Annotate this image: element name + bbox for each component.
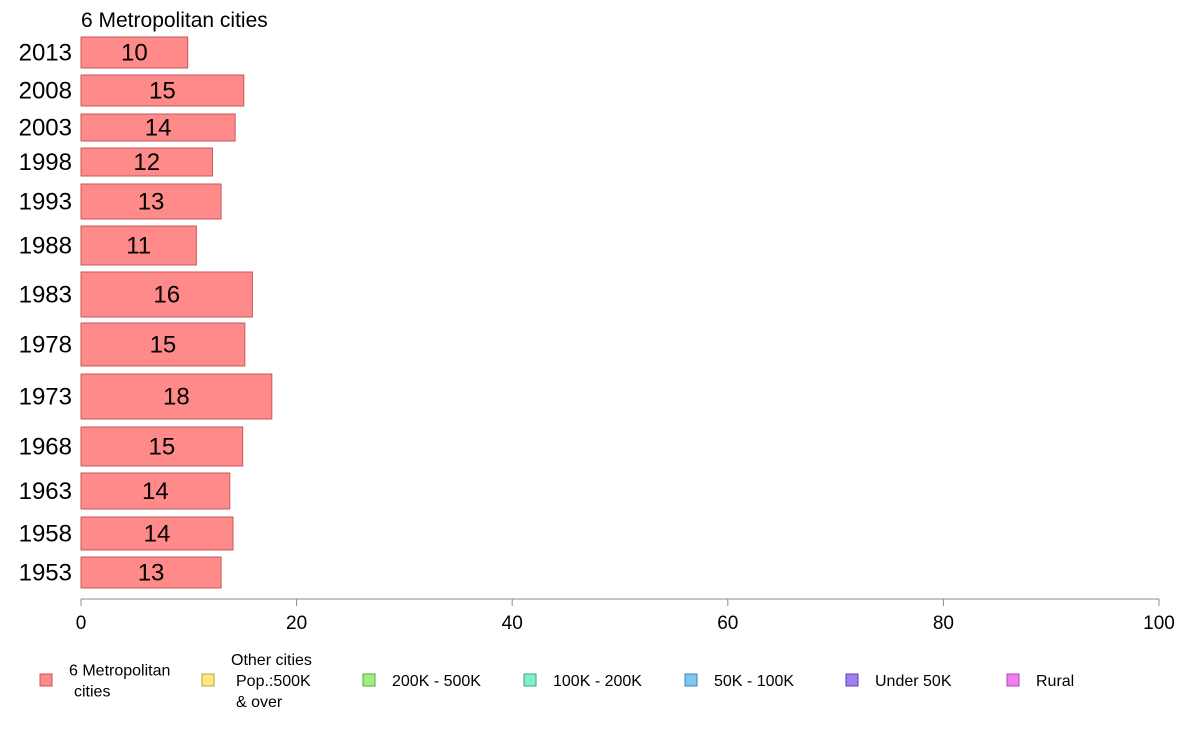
legend-swatch xyxy=(684,673,698,687)
legend: 6 Metropolitan cities Other cities Pop.:500… xyxy=(39,652,1074,711)
legend-label: 6 Metropolitan xyxy=(69,663,170,680)
legend-label: 200K - 500K xyxy=(392,673,481,690)
bar-value-label: 14 xyxy=(145,115,172,142)
chart-title: 6 Metropolitan cities xyxy=(81,9,268,32)
bar-value-label: 13 xyxy=(138,560,165,587)
bars-layer: 2013 10 2008 15 2003 14 1998 12 1993 13 1988 11 1983… xyxy=(19,36,273,589)
bar-1988 xyxy=(80,225,197,266)
bar-2013 xyxy=(80,36,189,69)
legend-swatch xyxy=(845,673,859,687)
legend-label: Pop.:500K xyxy=(236,673,311,690)
bar-value-label: 18 xyxy=(163,384,190,411)
x-tick-label: 60 xyxy=(717,613,738,634)
year-label: 1968 xyxy=(19,434,72,461)
bar-1983 xyxy=(80,271,253,318)
bar-1998 xyxy=(80,147,214,177)
bar-value-label: 14 xyxy=(142,478,169,505)
bar-value-label: 12 xyxy=(133,149,160,176)
bar-value-label: 13 xyxy=(138,189,165,216)
year-label: 1983 xyxy=(19,282,72,309)
year-label: 1973 xyxy=(19,384,72,411)
bar-2003 xyxy=(80,113,236,142)
bar-value-label: 11 xyxy=(126,233,151,260)
bar-1978 xyxy=(80,322,246,367)
bar-2008 xyxy=(80,74,245,107)
legend-label: & over xyxy=(236,694,283,711)
year-label: 1953 xyxy=(19,560,72,587)
x-tick-label: 40 xyxy=(502,613,523,634)
bar-value-label: 15 xyxy=(150,332,177,359)
legend-label: Rural xyxy=(1036,673,1074,690)
bar-value-label: 15 xyxy=(148,434,175,461)
year-label: 1978 xyxy=(19,332,72,359)
legend-swatch xyxy=(362,673,376,687)
x-tick-label: 80 xyxy=(933,613,954,634)
year-label: 2013 xyxy=(19,40,72,67)
bar-1958 xyxy=(80,516,234,551)
legend-swatch xyxy=(39,673,53,687)
legend-swatch xyxy=(1006,673,1020,687)
legend-label: 50K - 100K xyxy=(714,673,794,690)
bar-value-label: 16 xyxy=(153,282,180,309)
bar-1973 xyxy=(80,373,273,420)
year-label: 1998 xyxy=(19,149,72,176)
x-tick-label: 20 xyxy=(286,613,307,634)
year-label: 2003 xyxy=(19,115,72,142)
bar-1953 xyxy=(80,556,222,589)
x-tick-label: 0 xyxy=(76,613,87,634)
bar-value-label: 10 xyxy=(121,40,148,67)
year-label: 1963 xyxy=(19,478,72,505)
legend-label: cities xyxy=(74,684,110,701)
legend-label: Under 50K xyxy=(875,673,952,690)
year-label: 2008 xyxy=(19,78,72,105)
bar-value-label: 15 xyxy=(149,78,176,105)
legend-label: Other cities xyxy=(231,652,312,669)
x-axis: 0 20 40 60 80 100 xyxy=(76,598,1175,634)
bar-1963 xyxy=(80,472,231,510)
bar-value-label: 14 xyxy=(144,521,171,548)
x-tick-label: 100 xyxy=(1143,613,1175,634)
year-label: 1958 xyxy=(19,521,72,548)
legend-swatch xyxy=(201,673,215,687)
legend-label: 100K - 200K xyxy=(553,673,642,690)
bar-1968 xyxy=(80,426,244,467)
year-label: 1993 xyxy=(19,189,72,216)
year-label: 1988 xyxy=(19,233,72,260)
bar-1993 xyxy=(80,183,222,220)
legend-swatch xyxy=(523,673,537,687)
